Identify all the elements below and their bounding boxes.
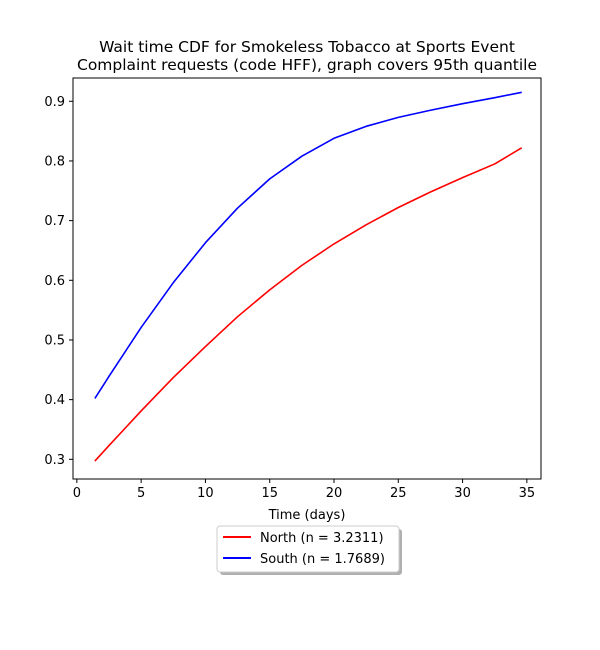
- plot-area-frame: [72, 77, 542, 480]
- y-tick-label: 0.4: [44, 393, 65, 408]
- legend: North (n = 3.2311) South (n = 1.7689): [216, 525, 402, 575]
- x-axis-ticks: 0 5 10 15 20 25 30 35: [73, 479, 535, 501]
- series-line-north: [94, 147, 523, 462]
- x-tick-label: 25: [390, 486, 407, 501]
- x-tick-label: 0: [73, 486, 81, 501]
- x-tick-label: 15: [261, 486, 278, 501]
- chart-title-line-2: Complaint requests (code HFF), graph cov…: [77, 56, 537, 74]
- x-axis-label: Time (days): [268, 508, 346, 523]
- y-tick-label: 0.7: [44, 214, 65, 229]
- legend-label-north: North (n = 3.2311): [260, 531, 384, 546]
- y-tick-label: 0.5: [44, 333, 65, 348]
- chart-title-line-1: Wait time CDF for Smokeless Tobacco at S…: [99, 38, 515, 56]
- y-tick-label: 0.9: [44, 95, 65, 110]
- x-tick-label: 35: [519, 486, 536, 501]
- x-tick-label: 10: [197, 486, 214, 501]
- y-axis-ticks: 0.3 0.4 0.5 0.6 0.7 0.8 0.9: [44, 95, 73, 468]
- series-lines: [94, 91, 523, 462]
- x-tick-label: 5: [137, 486, 145, 501]
- legend-box: [216, 525, 400, 573]
- x-tick-label: 30: [454, 486, 471, 501]
- x-tick-label: 20: [326, 486, 343, 501]
- y-tick-label: 0.3: [44, 453, 65, 468]
- y-tick-label: 0.6: [44, 274, 65, 289]
- series-line-south: [94, 91, 522, 399]
- legend-label-south: South (n = 1.7689): [260, 552, 385, 567]
- y-tick-label: 0.8: [44, 154, 65, 169]
